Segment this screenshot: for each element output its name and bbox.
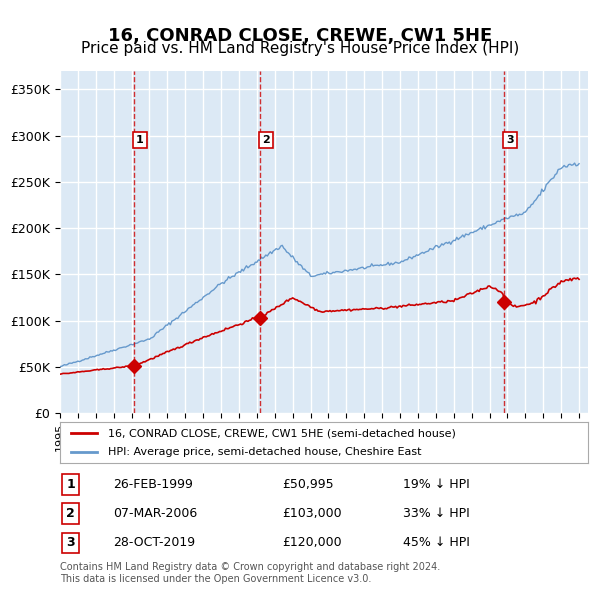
Text: 45% ↓ HPI: 45% ↓ HPI: [403, 536, 470, 549]
Text: HPI: Average price, semi-detached house, Cheshire East: HPI: Average price, semi-detached house,…: [107, 447, 421, 457]
Text: 16, CONRAD CLOSE, CREWE, CW1 5HE (semi-detached house): 16, CONRAD CLOSE, CREWE, CW1 5HE (semi-d…: [107, 428, 455, 438]
Text: 16, CONRAD CLOSE, CREWE, CW1 5HE: 16, CONRAD CLOSE, CREWE, CW1 5HE: [108, 27, 492, 45]
Text: 1: 1: [136, 135, 144, 145]
Text: Price paid vs. HM Land Registry's House Price Index (HPI): Price paid vs. HM Land Registry's House …: [81, 41, 519, 56]
Text: 3: 3: [506, 135, 514, 145]
Text: 26-FEB-1999: 26-FEB-1999: [113, 478, 193, 491]
Text: 07-MAR-2006: 07-MAR-2006: [113, 507, 197, 520]
Text: 3: 3: [66, 536, 75, 549]
Text: £120,000: £120,000: [282, 536, 341, 549]
Text: £50,995: £50,995: [282, 478, 334, 491]
Text: 28-OCT-2019: 28-OCT-2019: [113, 536, 195, 549]
Text: 2: 2: [262, 135, 269, 145]
Text: 19% ↓ HPI: 19% ↓ HPI: [403, 478, 470, 491]
Text: £103,000: £103,000: [282, 507, 341, 520]
Text: Contains HM Land Registry data © Crown copyright and database right 2024.
This d: Contains HM Land Registry data © Crown c…: [60, 562, 440, 584]
Text: 33% ↓ HPI: 33% ↓ HPI: [403, 507, 470, 520]
Text: 1: 1: [66, 478, 75, 491]
Text: 2: 2: [66, 507, 75, 520]
